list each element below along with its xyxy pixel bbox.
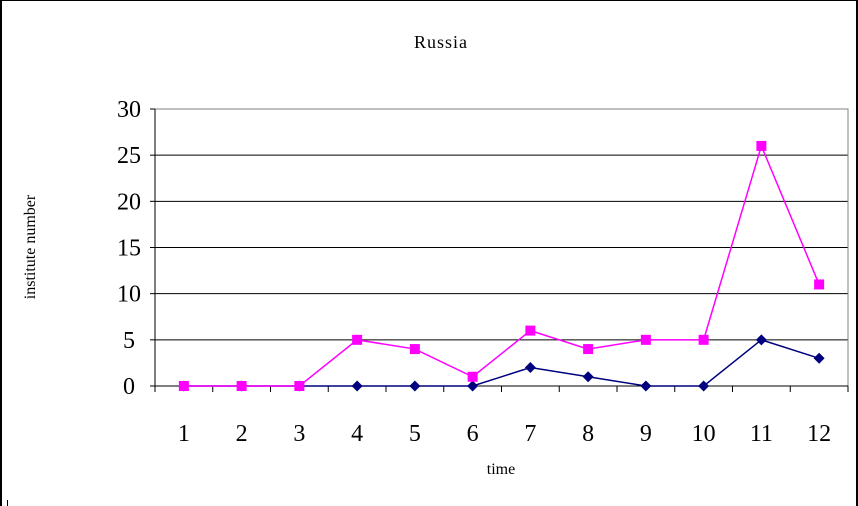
data-point-diamond	[409, 380, 421, 392]
data-point-square	[583, 344, 594, 355]
x-tick-label: 12	[807, 421, 831, 447]
data-point-square	[352, 334, 363, 345]
series-line-2	[183, 143, 820, 387]
data-point-square	[814, 279, 825, 290]
x-tick-label: 3	[293, 421, 305, 447]
data-point-diamond	[582, 371, 594, 383]
data-point-square	[525, 325, 536, 336]
x-tick-label: 8	[582, 421, 594, 447]
y-tick-label: 30	[117, 97, 141, 123]
x-axis-label: time	[487, 461, 515, 478]
data-point-diamond	[698, 380, 710, 392]
y-tick-label: 20	[117, 189, 141, 215]
y-tick-label: 5	[123, 328, 135, 354]
y-tick-label: 0	[123, 374, 135, 400]
data-point-square	[756, 140, 767, 151]
x-tick-label: 9	[640, 421, 652, 447]
frame-edge	[7, 500, 8, 506]
y-tick-label: 15	[117, 236, 141, 262]
data-point-diamond	[640, 380, 652, 392]
x-tick-label: 5	[409, 421, 421, 447]
y-tick-label: 25	[117, 143, 141, 169]
data-point-square	[467, 371, 478, 382]
data-point-diamond	[813, 352, 825, 364]
x-tick-label: 1	[178, 421, 190, 447]
data-point-square	[178, 381, 189, 391]
series-group	[178, 140, 825, 392]
x-tick-label: 7	[524, 421, 536, 447]
y-axis-label: institute number	[22, 194, 39, 299]
x-tick-label: 10	[692, 421, 716, 447]
data-point-square	[294, 381, 305, 391]
gridlines	[155, 154, 848, 341]
data-point-diamond	[524, 362, 536, 374]
data-point-square	[409, 344, 420, 355]
data-point-square	[698, 334, 709, 345]
x-tick-label: 4	[351, 421, 363, 447]
y-tick-label: 10	[117, 282, 141, 308]
x-tick-label: 6	[467, 421, 479, 447]
data-point-square	[640, 334, 651, 345]
chart-title: Russia	[414, 32, 468, 52]
x-tick-label: 2	[236, 421, 248, 447]
data-point-square	[236, 381, 247, 391]
data-point-diamond	[467, 380, 479, 392]
data-point-diamond	[755, 334, 767, 346]
x-tick-label: 11	[750, 421, 773, 447]
series-line-1	[183, 338, 820, 387]
data-point-diamond	[351, 380, 363, 392]
